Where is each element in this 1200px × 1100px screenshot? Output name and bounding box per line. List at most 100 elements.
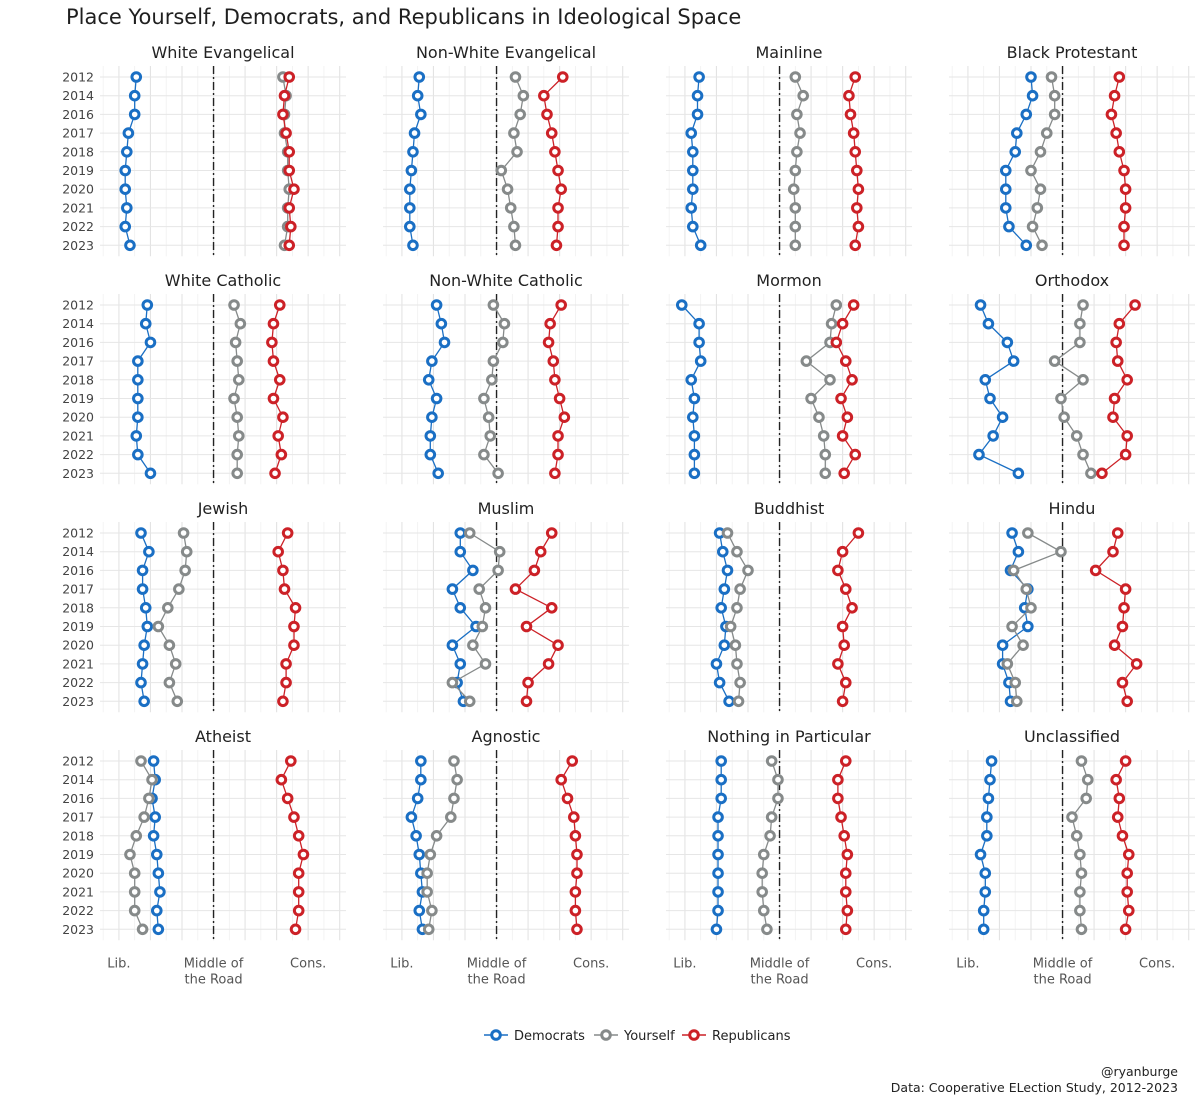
year-label: 2020 [62,638,94,653]
data-point [1075,867,1088,880]
data-point [267,355,280,367]
data-point [1113,792,1126,805]
data-point [1022,620,1034,633]
data-point [824,374,836,386]
x-tick-label: Lib. [956,956,979,971]
x-tick-label: Cons. [290,956,326,971]
data-point [283,71,296,83]
data-point [162,602,174,614]
year-label: 2022 [62,219,94,234]
data-point [405,164,418,177]
data-point [843,89,855,102]
data-point [1107,545,1119,558]
year-label: 2016 [62,107,94,122]
data-point [805,392,817,405]
data-point [438,336,451,349]
series-line [805,304,837,474]
year-label: 2023 [62,466,94,481]
year-label: 2016 [62,335,94,350]
data-point [231,411,243,424]
data-point [555,299,567,311]
panel-non-white-evangelical: Non-White Evangelical [383,43,629,257]
series-line [979,760,993,930]
panel-title: White Evangelical [151,43,294,62]
data-point [832,564,844,577]
series-democrats [710,527,735,708]
data-point [424,430,437,442]
data-point [716,545,729,558]
data-point [981,830,993,842]
data-point [138,639,150,652]
data-point [846,602,858,614]
data-point [272,430,284,442]
data-point [723,695,735,708]
series-republicans [830,299,862,480]
series-line [135,304,152,474]
data-point [487,299,500,311]
data-point [569,830,582,842]
data-point [999,164,1012,177]
data-point [154,886,166,898]
data-point [135,527,147,539]
series-line [426,760,458,930]
x-tick-label: Lib. [390,956,413,971]
year-label: 2018 [62,600,94,615]
data-point [152,923,165,936]
data-point [149,811,161,823]
year-label: 2014 [62,316,94,331]
data-point [283,146,296,158]
series-yourself [152,527,193,708]
data-point [297,848,310,861]
series-line [410,761,424,930]
panel-grid [666,66,912,257]
x-tick-label: Cons. [573,956,609,971]
data-point [715,792,727,805]
data-point [415,773,427,786]
series-line [282,76,290,246]
data-point [1045,71,1058,83]
data-point [1110,127,1122,139]
data-point [128,89,141,102]
data-point [839,355,852,367]
series-line [848,76,860,246]
data-point [411,792,424,805]
panel-atheist: Atheist 2012 2014 2016 2017 2018 2019 2020 2021 2… [62,727,346,987]
data-point [445,811,457,823]
data-point [836,545,849,558]
data-point [985,755,998,767]
panel-title: Agnostic [472,727,541,746]
data-point [1066,811,1078,823]
data-point [687,183,699,195]
series-line [543,76,564,246]
data-point [830,299,843,311]
data-point [292,830,305,842]
data-point [1026,220,1039,233]
data-point [549,374,561,386]
year-label: 2021 [62,884,94,899]
data-point [413,71,426,83]
data-point [794,127,806,139]
data-point [463,527,476,539]
data-point [522,676,534,689]
data-point [852,527,865,539]
data-point [292,886,305,898]
data-point [432,467,444,480]
data-point [411,89,424,102]
data-point [497,336,509,349]
series-democrats [685,71,707,252]
data-point [846,374,858,386]
series-democrats [710,755,727,936]
data-point [467,639,479,652]
data-point [569,904,582,917]
series-line [1071,760,1089,930]
series-line [837,532,859,702]
data-point [492,467,504,480]
data-point [1119,923,1132,936]
data-point [849,146,862,158]
data-point [765,811,778,823]
year-label: 2014 [62,88,94,103]
year-label: 2014 [62,772,94,787]
data-point [234,317,247,330]
facet-panels: White Evangelical 2012 2014 2016 2017 2018 201… [62,43,1195,987]
